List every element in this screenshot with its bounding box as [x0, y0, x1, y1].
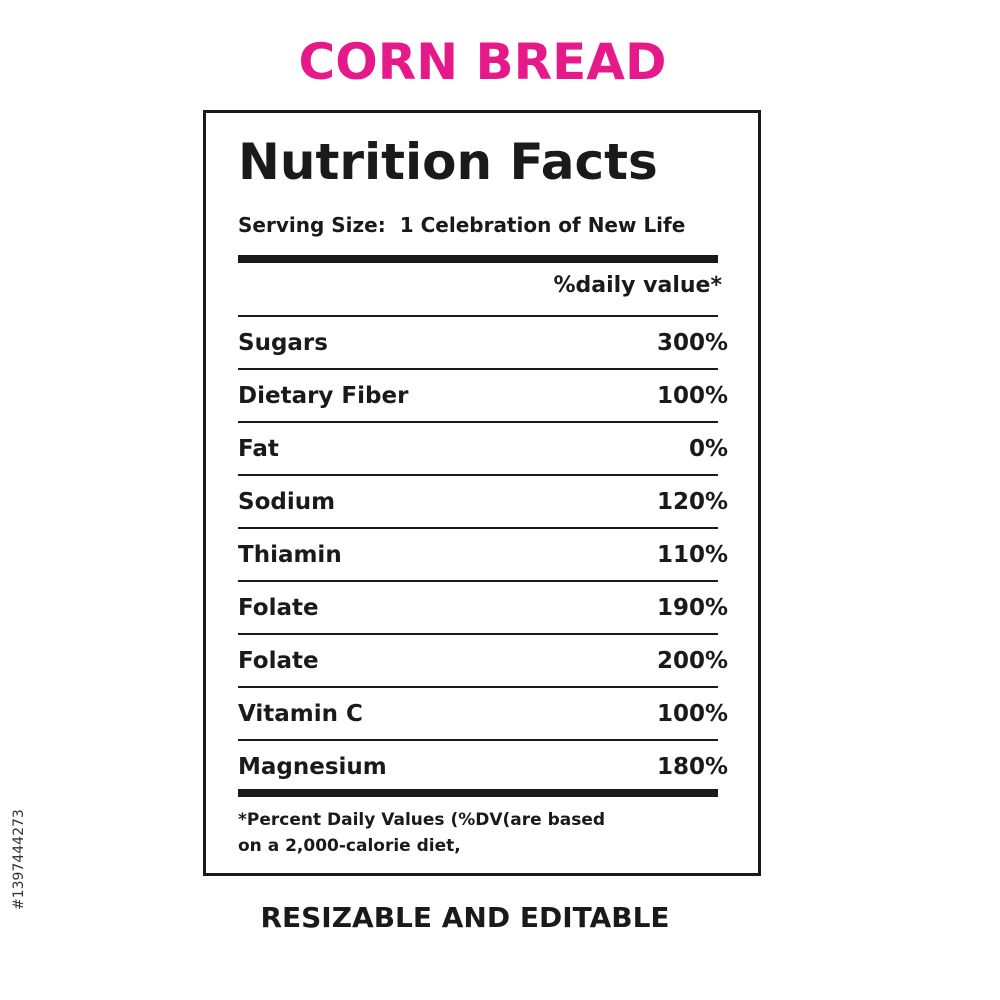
nutrient-percent: 100%: [656, 383, 728, 409]
serving-size-value: 1 Celebration of New Life: [399, 213, 686, 237]
serving-size-label: Serving Size:: [238, 213, 386, 237]
row-divider: [238, 580, 718, 582]
row-divider: [238, 421, 718, 423]
nutrient-percent: 110%: [656, 542, 728, 568]
stock-id-watermark: #1397444273: [8, 760, 32, 910]
nutrient-row: Sodium 120%: [238, 476, 728, 529]
nutrient-percent: 300%: [656, 330, 728, 356]
nutrient-percent: 190%: [656, 595, 728, 621]
nutrient-row: Thiamin 110%: [238, 529, 728, 582]
bottom-thick-divider: [238, 789, 718, 797]
nutrient-percent: 200%: [656, 648, 728, 674]
nutrient-name: Sodium: [238, 489, 336, 515]
nutrient-percent: 100%: [656, 701, 728, 727]
nutrient-row: Sugars 300%: [238, 317, 728, 370]
nutrient-list: Sugars 300% Dietary Fiber 100% Fat 0% So…: [238, 317, 728, 794]
nutrient-name: Fat: [238, 436, 279, 462]
nutrient-name: Sugars: [238, 330, 328, 356]
page-title: CORN BREAD: [298, 33, 667, 91]
nutrient-name: Folate: [238, 595, 319, 621]
row-divider: [238, 474, 718, 476]
daily-value-footnote: *Percent Daily Values (%DV(are based on …: [238, 807, 678, 859]
header-divider: [238, 315, 718, 317]
row-divider: [238, 739, 718, 741]
nutrition-label: Nutrition Facts Serving Size: 1 Celebrati…: [203, 110, 761, 876]
serving-size: Serving Size: 1 Celebration of New Life: [238, 211, 685, 239]
stock-id-text: #1397444273: [11, 809, 27, 910]
nutrition-facts-heading: Nutrition Facts: [238, 133, 658, 191]
footnote-line: *Percent Daily Values (%DV(are based: [238, 810, 606, 830]
row-divider: [238, 368, 718, 370]
row-divider: [238, 686, 718, 688]
nutrient-name: Vitamin C: [238, 701, 363, 727]
row-divider: [238, 527, 718, 529]
nutrient-name: Magnesium: [238, 754, 387, 780]
nutrient-name: Dietary Fiber: [238, 383, 409, 409]
top-thick-divider: [238, 255, 718, 263]
nutrient-percent: 180%: [656, 754, 728, 780]
nutrient-percent: 0%: [688, 436, 728, 462]
nutrient-row: Magnesium 180%: [238, 741, 728, 794]
nutrient-row: Folate 200%: [238, 635, 728, 688]
nutrient-row: Folate 190%: [238, 582, 728, 635]
resizable-caption: RESIZABLE AND EDITABLE: [260, 901, 670, 934]
nutrient-percent: 120%: [656, 489, 728, 515]
daily-value-header: %daily value*: [553, 273, 722, 298]
nutrient-row: Vitamin C 100%: [238, 688, 728, 741]
row-divider: [238, 633, 718, 635]
nutrient-name: Thiamin: [238, 542, 342, 568]
nutrient-row: Dietary Fiber 100%: [238, 370, 728, 423]
nutrient-name: Folate: [238, 648, 319, 674]
footnote-line: on a 2,000-calorie diet,: [238, 836, 461, 856]
nutrient-row: Fat 0%: [238, 423, 728, 476]
